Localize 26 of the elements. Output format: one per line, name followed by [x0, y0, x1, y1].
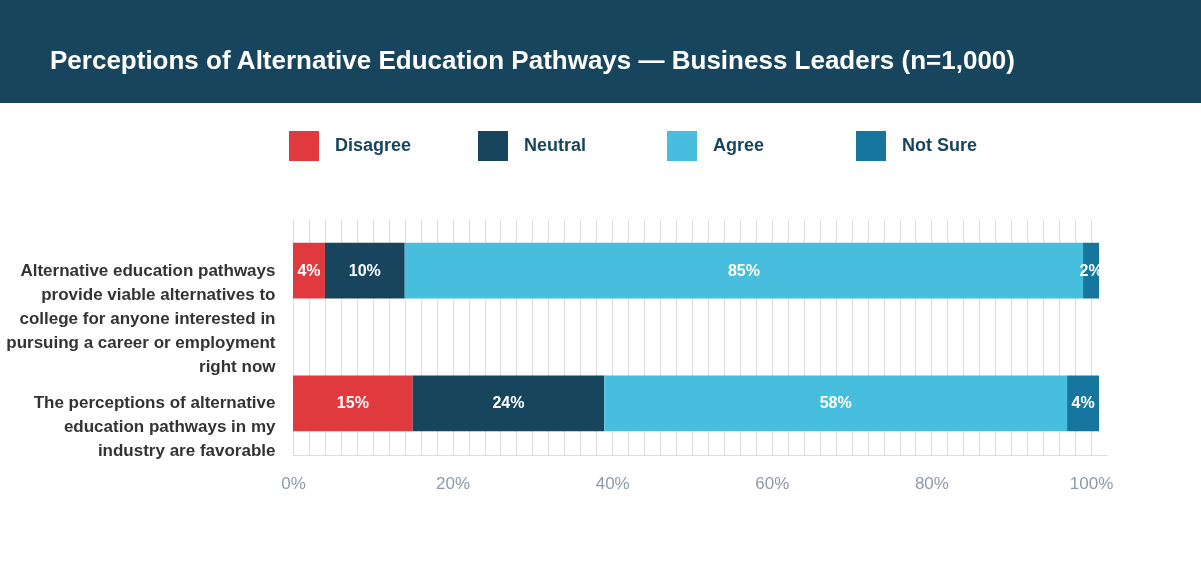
x-tick-label: 100% [1069, 473, 1114, 493]
x-tick-label: 20% [436, 473, 471, 493]
chart-title: Perceptions of Alternative Education Pathways — Business Leaders (n=1,000) [0, 0, 1201, 103]
x-tick-label: 60% [755, 473, 790, 493]
y-tick-label: Alternative education pathways provide viable alternatives to college for anyone interested in pursuing a career or employment right now [6, 260, 277, 376]
x-tick-label: 40% [595, 473, 630, 493]
y-tick-label: The perceptions of alternative education pathways in my industry are favorable [33, 393, 277, 461]
bar [604, 375, 1068, 432]
legend-label: Agree [713, 135, 765, 155]
legend-label: Disagree [335, 135, 412, 155]
data-label: 4% [297, 261, 321, 279]
bar [293, 242, 325, 299]
bar [293, 375, 413, 432]
x-tick-label: 80% [914, 473, 949, 493]
bar [324, 242, 405, 299]
data-label: 15% [336, 394, 369, 412]
data-label: 85% [727, 261, 760, 279]
data-label: 10% [348, 261, 381, 279]
data-label: 4% [1071, 394, 1095, 412]
bar [412, 375, 605, 432]
legend-label: Not Sure [902, 135, 978, 155]
legend-label: Neutral [524, 135, 587, 155]
data-label: 24% [492, 394, 525, 412]
data-label: 58% [819, 394, 852, 412]
x-tick-label: 0% [281, 473, 306, 493]
bar [1067, 375, 1100, 432]
